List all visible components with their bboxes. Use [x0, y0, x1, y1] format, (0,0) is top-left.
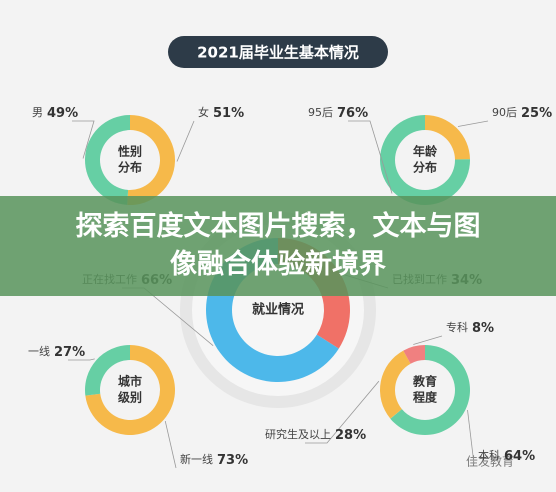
value-label: 73% — [217, 453, 248, 468]
category-label: 男 — [32, 106, 43, 119]
value-label: 25% — [521, 106, 552, 121]
value-label: 49% — [47, 106, 78, 121]
donut-segment — [85, 345, 175, 435]
category-label: 新一线 — [180, 452, 213, 466]
donut-segment — [390, 345, 470, 436]
leader-line — [305, 380, 380, 444]
center-label: 分布 — [118, 160, 142, 175]
center-label: 年龄 — [413, 144, 438, 159]
leader-line — [348, 120, 393, 194]
title-pill — [168, 36, 388, 68]
segment-label: 新一线 73% — [180, 452, 248, 468]
segment-label: 男 49% — [32, 106, 78, 121]
value-label: 76% — [337, 106, 368, 121]
segment-label: 专科 8% — [446, 320, 494, 336]
donut-segment — [403, 345, 425, 364]
value-label: 28% — [335, 428, 366, 443]
category-label: 女 — [198, 105, 209, 119]
donut-segment — [85, 345, 130, 396]
title: 2021届毕业生基本情况 — [197, 44, 359, 62]
value-label: 64% — [504, 449, 535, 464]
segment-label: 一线 27% — [28, 344, 85, 360]
donut-segment — [84, 115, 130, 205]
leader-line — [413, 335, 443, 345]
leader-line — [467, 409, 475, 465]
leader-line — [457, 120, 489, 127]
category-label: 95后 — [308, 106, 333, 119]
category-label: 90后 — [492, 106, 517, 119]
leader-line — [176, 120, 195, 162]
value-label: 51% — [213, 106, 244, 121]
category-label: 专科 — [446, 320, 468, 334]
center-label: 分布 — [413, 160, 437, 175]
value-label: 8% — [472, 321, 494, 336]
segment-label: 90后 25% — [492, 106, 552, 121]
category-label: 一线 — [28, 344, 50, 358]
center-label: 性别 — [117, 144, 142, 159]
banner: 探索百度文本图片搜索，文本与图像融合体验新境界 — [0, 196, 556, 296]
segment-label: 95后 76% — [308, 106, 368, 121]
leader-line — [72, 120, 95, 159]
center-label: 级别 — [118, 390, 142, 405]
leader-line — [68, 358, 95, 361]
center-label: 城市 — [118, 374, 142, 389]
leader-line — [164, 420, 177, 469]
donut-segment — [425, 115, 470, 160]
value-label: 27% — [54, 345, 85, 360]
center-label: 教育 — [412, 374, 437, 389]
segment-label: 研究生及以上 28% — [265, 427, 366, 443]
banner-text: 探索百度文本图片搜索，文本与图像融合体验新境界 — [75, 211, 481, 280]
segment-label: 女 51% — [198, 105, 244, 121]
center-label: 就业情况 — [252, 302, 304, 318]
segment-label: 本科 64% — [478, 448, 535, 464]
category-label: 研究生及以上 — [265, 427, 331, 441]
watermark: 佳发教育 — [466, 454, 514, 469]
donut-segment — [379, 350, 411, 419]
category-label: 本科 — [478, 448, 500, 462]
center-label: 程度 — [413, 390, 438, 405]
donut-segment — [127, 115, 175, 205]
donut-segment — [379, 115, 470, 205]
